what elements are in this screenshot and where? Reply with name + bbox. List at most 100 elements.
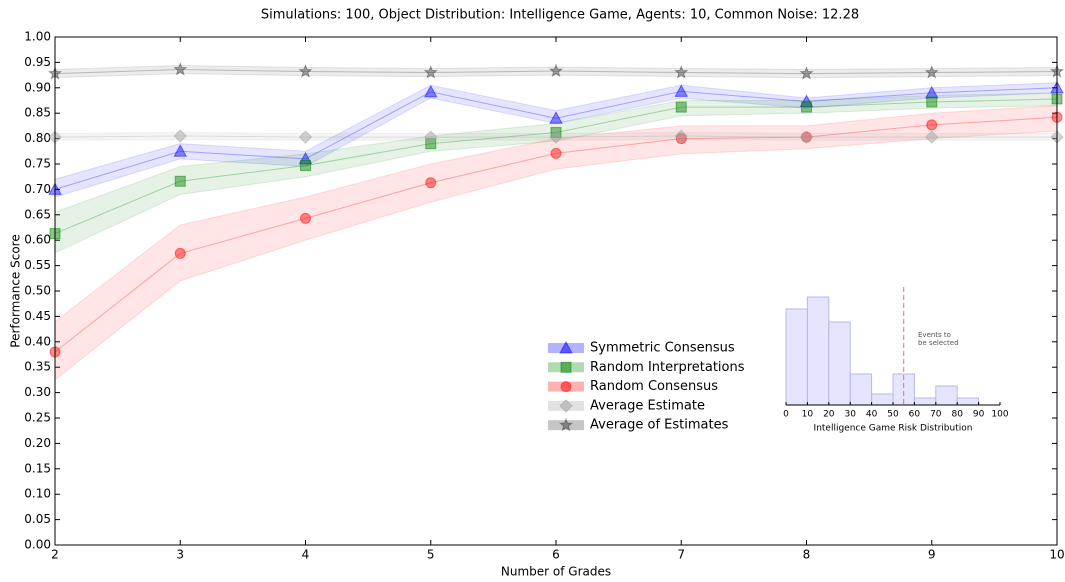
- marker: [424, 130, 438, 144]
- chart-title: Simulations: 100, Object Distribution: I…: [261, 8, 859, 23]
- marker: [423, 84, 438, 98]
- x-tick-label: 3: [176, 548, 184, 562]
- marker: [559, 340, 573, 354]
- marker: [550, 127, 562, 139]
- y-tick-label: 0.50: [24, 284, 51, 298]
- marker: [549, 130, 563, 144]
- marker: [173, 129, 187, 143]
- legend-label: Average of Estimates: [590, 418, 729, 433]
- marker: [801, 101, 812, 113]
- marker: [298, 64, 313, 78]
- y-axis-label: Performance Score: [9, 234, 23, 347]
- y-tick-label: 0.20: [24, 436, 51, 450]
- y-tick-label: 0.85: [24, 106, 51, 120]
- series-line: [54, 69, 1058, 75]
- y-tick-label: 0.45: [24, 309, 51, 323]
- x-tick-label: 20: [823, 410, 835, 420]
- marker: [300, 160, 311, 172]
- marker: [549, 111, 563, 124]
- x-axis-label: Number of Grades: [501, 565, 611, 579]
- x-tick-label: 100: [991, 410, 1008, 420]
- marker: [674, 129, 688, 143]
- x-tick-label: 6: [552, 548, 560, 562]
- series-line: [54, 98, 1058, 235]
- y-tick-label: 0.65: [24, 207, 51, 221]
- x-tick-label: 60: [909, 410, 921, 420]
- x-tick-label: 5: [427, 548, 435, 562]
- marker: [173, 62, 188, 76]
- x-tick-label: 10: [1049, 548, 1064, 562]
- marker: [550, 147, 562, 159]
- marker: [174, 247, 186, 259]
- marker: [298, 151, 313, 165]
- y-tick-label: 0.40: [24, 334, 51, 348]
- y-tick-label: 0.70: [24, 182, 51, 196]
- y-tick-label: 0.25: [24, 411, 51, 425]
- x-tick-label: 10: [802, 410, 814, 420]
- legend-label: Random Consensus: [590, 379, 718, 394]
- histogram-bar: [828, 321, 851, 406]
- x-tick-label: 80: [951, 410, 963, 420]
- histogram-bar: [871, 393, 894, 406]
- y-tick-label: 0.35: [24, 360, 51, 374]
- y-tick-label: 0.00: [24, 538, 51, 552]
- marker: [926, 96, 938, 108]
- x-tick-label: 40: [866, 410, 878, 420]
- marker: [560, 361, 572, 373]
- legend-label: Average Estimate: [590, 398, 705, 413]
- marker: [801, 131, 812, 143]
- y-tick-label: 0.80: [24, 131, 51, 145]
- marker: [674, 84, 689, 97]
- marker: [425, 177, 437, 189]
- histogram-bar: [806, 296, 830, 406]
- x-tick-label: 8: [803, 548, 811, 562]
- marker: [675, 133, 687, 145]
- marker: [925, 130, 939, 144]
- x-tick-label: 9: [928, 548, 936, 562]
- y-tick-label: 0.30: [24, 385, 51, 399]
- legend-label: Random Interpretations: [590, 360, 745, 375]
- histogram-bar: [935, 385, 958, 406]
- marker: [674, 65, 689, 79]
- marker: [799, 130, 814, 144]
- x-tick-label: 4: [302, 548, 310, 562]
- marker: [173, 144, 188, 157]
- y-tick-label: 0.05: [24, 512, 51, 526]
- marker: [799, 94, 814, 108]
- marker: [559, 399, 573, 413]
- y-tick-label: 1.00: [24, 30, 51, 44]
- series-line: [54, 135, 1057, 138]
- histogram-bar: [785, 308, 808, 406]
- annotation: be selected: [918, 339, 959, 347]
- marker: [799, 66, 814, 80]
- y-tick-label: 0.55: [24, 258, 51, 272]
- histogram-bar: [913, 397, 937, 406]
- x-axis-label: Intelligence Game Risk Distribution: [814, 424, 973, 434]
- marker: [675, 101, 687, 113]
- series-line: [54, 87, 1058, 190]
- x-tick-label: 2: [51, 548, 59, 562]
- legend-label: Symmetric Consensus: [590, 341, 735, 356]
- x-tick-label: 50: [887, 410, 899, 420]
- y-tick-label: 0.60: [24, 233, 51, 247]
- annotation: Events to: [918, 331, 951, 339]
- marker: [298, 130, 313, 144]
- x-tick-label: 7: [677, 548, 685, 562]
- histogram-bar: [956, 397, 980, 406]
- y-tick-label: 0.90: [24, 80, 51, 94]
- series-line: [54, 116, 1058, 353]
- plot-frame: [54, 36, 1058, 546]
- marker: [924, 65, 939, 79]
- y-tick-label: 0.10: [24, 487, 51, 501]
- marker: [423, 65, 438, 79]
- x-tick-label: 70: [930, 410, 942, 420]
- marker: [174, 175, 186, 187]
- marker: [560, 381, 572, 393]
- marker: [924, 85, 939, 99]
- x-tick-label: 90: [973, 410, 985, 420]
- marker: [558, 417, 574, 432]
- marker: [300, 212, 311, 224]
- histogram-bar: [849, 373, 873, 406]
